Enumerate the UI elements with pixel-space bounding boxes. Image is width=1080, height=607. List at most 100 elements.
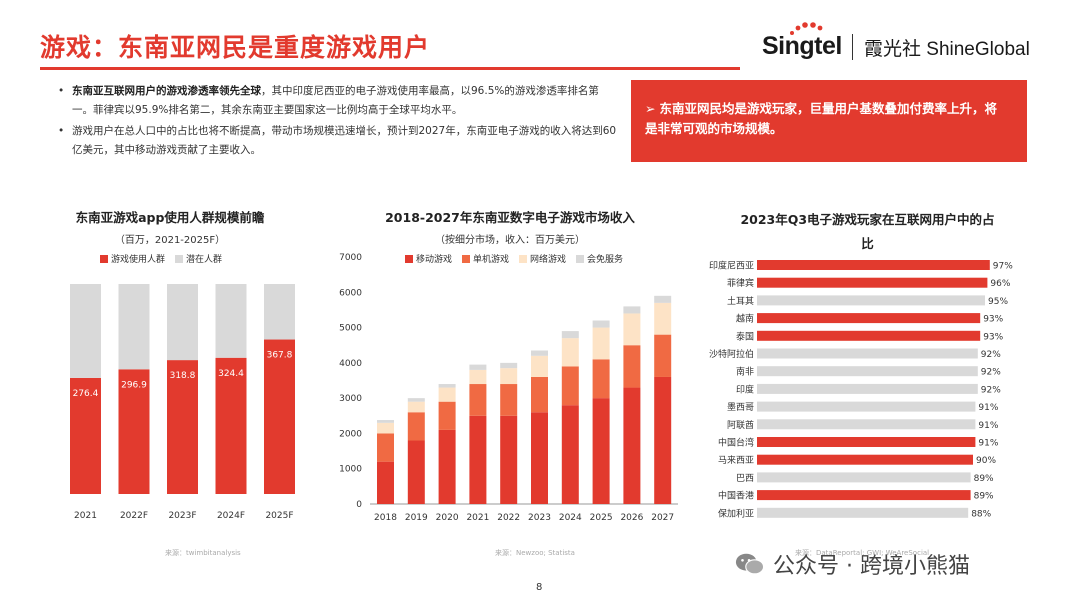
data-label: 324.4 [218, 369, 244, 379]
bar-2023F-users [167, 360, 198, 494]
y-category-label: 阿联酋 [727, 419, 754, 431]
arrow-icon: ➢ [645, 101, 656, 116]
bar-2020-seg1 [438, 401, 456, 430]
bar-2024-seg3 [561, 331, 579, 339]
bar-11 [757, 437, 976, 447]
page-title: 游戏：东南亚网民是重度游戏用户 [40, 33, 431, 62]
y-category-label: 巴西 [736, 473, 754, 484]
data-label: 97% [993, 262, 1013, 272]
bar-2026-seg3 [623, 306, 641, 314]
bar-2023-seg2 [531, 355, 548, 377]
y-category-label: 印度尼西亚 [709, 260, 754, 272]
legend-swatch-icon [100, 255, 108, 263]
bar-2024-seg1 [561, 366, 579, 406]
chart3-horizontal-bar: 印度尼西亚 97% 菲律宾 96% 土耳其 95% 越南 93% 泰国 93% 沙特阿拉伯 92% 南非… [709, 260, 1013, 520]
legend-item: 单机游戏 [462, 252, 509, 265]
bar-2019-seg3 [407, 398, 425, 402]
bar-2025F-potential [264, 284, 295, 340]
x-tick-label: 2023 [528, 513, 551, 523]
bullet-text: 游戏用户在总人口中的占比也将不断提高，带动市场规模迅速增长，预计到2027年，东… [72, 125, 617, 156]
legend-swatch-icon [175, 255, 184, 263]
bar-2026-seg1 [623, 345, 641, 388]
bar-2019-seg0 [407, 440, 425, 504]
bar-2026-seg2 [623, 313, 641, 346]
data-label: 92% [981, 368, 1001, 378]
x-tick-label: 2021 [466, 513, 489, 523]
y-category-label: 泰国 [736, 330, 754, 342]
bar-2018-seg0 [377, 461, 394, 504]
singtel-logo: Singtel [762, 32, 842, 60]
y-tick-label: 4000 [339, 359, 362, 369]
y-category-label: 印度 [736, 383, 754, 395]
bar-2025F-users [264, 339, 295, 494]
bar-10 [757, 419, 976, 430]
watermark-text: 公众号 · 跨境小熊猫 [773, 554, 970, 579]
y-tick-label: 6000 [339, 288, 362, 298]
bar-9 [757, 401, 976, 412]
bar-2023-seg3 [531, 350, 548, 356]
data-label: 92% [981, 350, 1001, 360]
bar-14 [757, 490, 971, 501]
data-label: 93% [983, 332, 1003, 342]
data-label: 96% [990, 279, 1010, 289]
bar-2019-seg2 [407, 401, 425, 413]
bar-2022-seg2 [500, 368, 518, 385]
legend-label: 网络游戏 [530, 255, 567, 265]
x-tick-label: 2024 [559, 513, 582, 523]
bar-2021-seg1 [469, 384, 487, 416]
bar-13 [757, 472, 971, 483]
y-category-label: 中国香港 [718, 490, 754, 502]
y-category-label: 马来西亚 [718, 455, 754, 466]
y-tick-label: 0 [356, 500, 362, 510]
watermark: 公众号 · 跨境小熊猫 [735, 548, 970, 580]
bar-2027-seg3 [654, 295, 672, 303]
x-tick-label: 2022F [120, 511, 148, 521]
title-underline [40, 67, 740, 70]
bullet-text: ，其中印度尼西亚的电子游戏使用率最高，以96.5%的游戏渗透率排名第一。菲律宾以… [72, 85, 599, 116]
bar-2022-seg1 [500, 384, 518, 416]
bar-2020-seg2 [438, 387, 456, 402]
legend-label: 会免服务 [587, 255, 624, 265]
legend-item: 网络游戏 [519, 252, 566, 265]
bar-2024F-users [215, 357, 247, 494]
legend-label: 游戏使用人群 [111, 255, 166, 265]
bar-2020-seg0 [438, 429, 456, 504]
bar-2021-seg2 [469, 369, 487, 385]
data-label: 91% [978, 421, 998, 431]
logo-separator [852, 34, 853, 60]
bar-2025-seg2 [592, 327, 610, 360]
bar-3 [757, 295, 985, 306]
data-label: 95% [988, 297, 1008, 307]
callout-box: ➢ 东南亚网民均是游戏玩家，巨量用户基数叠加付费率上升，将是非常可观的市场规模。 [631, 80, 1027, 162]
x-tick-label: 2021 [74, 511, 97, 521]
x-tick-label: 2027 [651, 513, 674, 523]
x-tick-label: 2026 [620, 513, 643, 523]
data-label: 93% [983, 315, 1003, 325]
bullet-bold: 东南亚互联网用户的游戏渗透率领先全球 [72, 85, 261, 97]
bar-2024-seg2 [561, 338, 579, 367]
bar-15 [757, 507, 969, 518]
bar-2021-seg3 [469, 364, 487, 370]
data-label: 91% [978, 403, 998, 413]
bar-2021-seg0 [469, 415, 487, 504]
bar-5 [757, 330, 981, 341]
bar-12 [757, 454, 973, 465]
y-category-label: 中国台湾 [718, 437, 754, 449]
bar-2026-seg0 [623, 387, 641, 504]
legend-item: 会免服务 [576, 252, 623, 265]
chart1-subtitle: （百万，2021-2025F） [114, 235, 226, 246]
wechat-icon [735, 553, 765, 575]
y-category-label: 墨西哥 [727, 402, 754, 413]
legend-swatch-icon [576, 255, 585, 263]
bar-2025-seg0 [592, 398, 610, 504]
y-tick-label: 5000 [339, 324, 362, 334]
y-tick-label: 3000 [339, 394, 362, 404]
bar-8 [757, 383, 978, 394]
bar-2025-seg1 [592, 359, 610, 399]
chart3-title: 2023年Q3电子游戏玩家在互联网用户中的占 比 [725, 208, 1010, 256]
data-label: 367.8 [267, 351, 293, 361]
chart2-stacked-bar: 0 1000 2000 3000 4000 5000 6000 7000 2018 2019 202… [339, 253, 678, 523]
legend-label: 单机游戏 [473, 255, 510, 265]
legend-item: 移动游戏 [405, 252, 452, 265]
bar-2020-seg3 [438, 384, 456, 388]
